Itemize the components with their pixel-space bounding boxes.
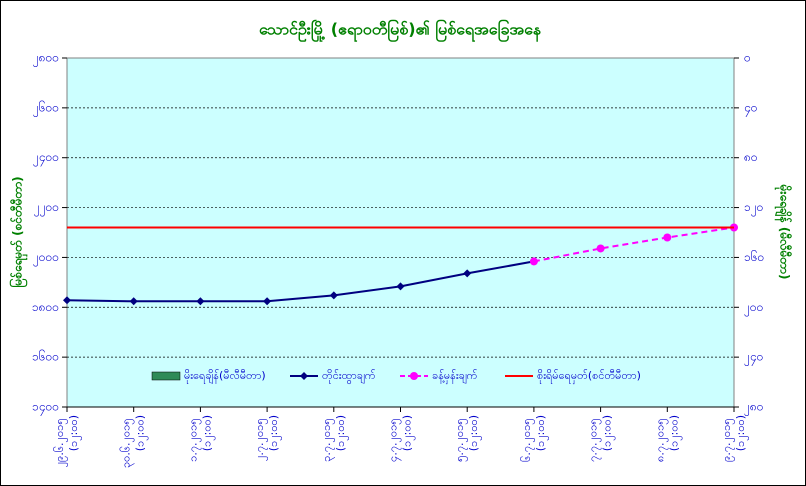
y2-tick-label: ၄၀ xyxy=(744,100,758,117)
y-tick-label: ၂၀၀၀ xyxy=(33,250,59,267)
legend-label: စိုးရိမ်ရေမှတ်(စင်တီမီတာ) xyxy=(537,369,641,384)
legend-marker xyxy=(410,372,418,380)
x-tick-label: ၂.၇.၂၀၁၅ (၁၂:၀၀) xyxy=(253,415,282,461)
x-tick-label: ၃၀.၆.၂၀၁၅ (၁၂:၀၀) xyxy=(120,415,149,468)
point xyxy=(463,269,472,278)
y2-tick-label: ၁၂၀ xyxy=(744,200,763,217)
x-tick-label: ၅.၇.၂၀၁၅ (၁၂:၀၀) xyxy=(453,415,482,462)
y-tick-label: ၁၈၀၀ xyxy=(32,300,59,314)
legend-swatch xyxy=(151,371,181,381)
point xyxy=(329,291,338,300)
series-line xyxy=(533,226,735,263)
point xyxy=(529,257,538,266)
legend-label: ခန့်မှန်းချက် xyxy=(432,369,478,384)
y-tick-label: ၂၄၀၀ xyxy=(33,150,59,167)
point xyxy=(196,297,205,306)
point xyxy=(663,233,672,242)
x-tick-label: ၃.၇.၂၀၁၅ (၁၂:၀၀) xyxy=(320,415,349,462)
point xyxy=(396,282,405,291)
plot-area xyxy=(66,57,735,408)
y-tick-label: ၁၄၀၀ xyxy=(32,400,59,417)
x-tick-label: ၄.၇.၂၀၁၅ (၁၂:၀၀) xyxy=(387,415,416,462)
legend-label: မိုးရေချိန်(မီလီမီတာ) xyxy=(184,369,266,384)
x-tick-label: ၇.၇.၂၀၁၅ (၁၂:၀၀) xyxy=(587,415,616,462)
legend-marker xyxy=(300,372,308,380)
y-axis-label: မြစ်ရေမှတ် (စင်တီမီတာ) xyxy=(8,176,29,287)
y2-tick-label: ၈၀ xyxy=(744,150,758,164)
point xyxy=(129,297,138,306)
y2-tick-label: ၂၀၀ xyxy=(744,300,763,317)
x-tick-label: ၉.၇.၂၀၁၅ (၁၂:၀၀) xyxy=(720,415,749,462)
point xyxy=(63,296,71,305)
x-tick-label: ၂၉.၆.၂၀၁၅ (၁၂:၀၀) xyxy=(53,415,82,467)
y2-axis-label: မိုးရေချိန် (မီလီမီတာ) xyxy=(774,184,794,280)
x-tick-label: ၈.၇.၂၀၁၅ (၁၂:၀၀) xyxy=(653,415,682,462)
legend-label: တိုင်းထွာချက် xyxy=(322,369,376,384)
y2-tick-label: ၀ xyxy=(744,51,751,65)
x-tick-label: ၆.၇.၂၀၁၅ (၁၂:၀၀) xyxy=(520,415,549,462)
y-tick-label: ၂၈၀၀ xyxy=(33,51,59,68)
point xyxy=(263,297,272,306)
y2-tick-label: ၂၈၀ xyxy=(744,400,764,417)
series-line xyxy=(66,260,535,303)
y-tick-label: ၂၆၀၀ xyxy=(33,99,59,117)
point xyxy=(596,244,605,253)
y-tick-label: ၁၆၀၀ xyxy=(32,349,59,364)
y-tick-label: ၂၂၀၀ xyxy=(34,200,59,217)
x-tick-label: ၁.၇.၂၀၁၅ (၁၂:၀၀) xyxy=(186,415,215,462)
y2-tick-label: ၁၆၀ xyxy=(744,249,764,264)
y2-tick-label: ၂၄၀ xyxy=(744,350,763,367)
